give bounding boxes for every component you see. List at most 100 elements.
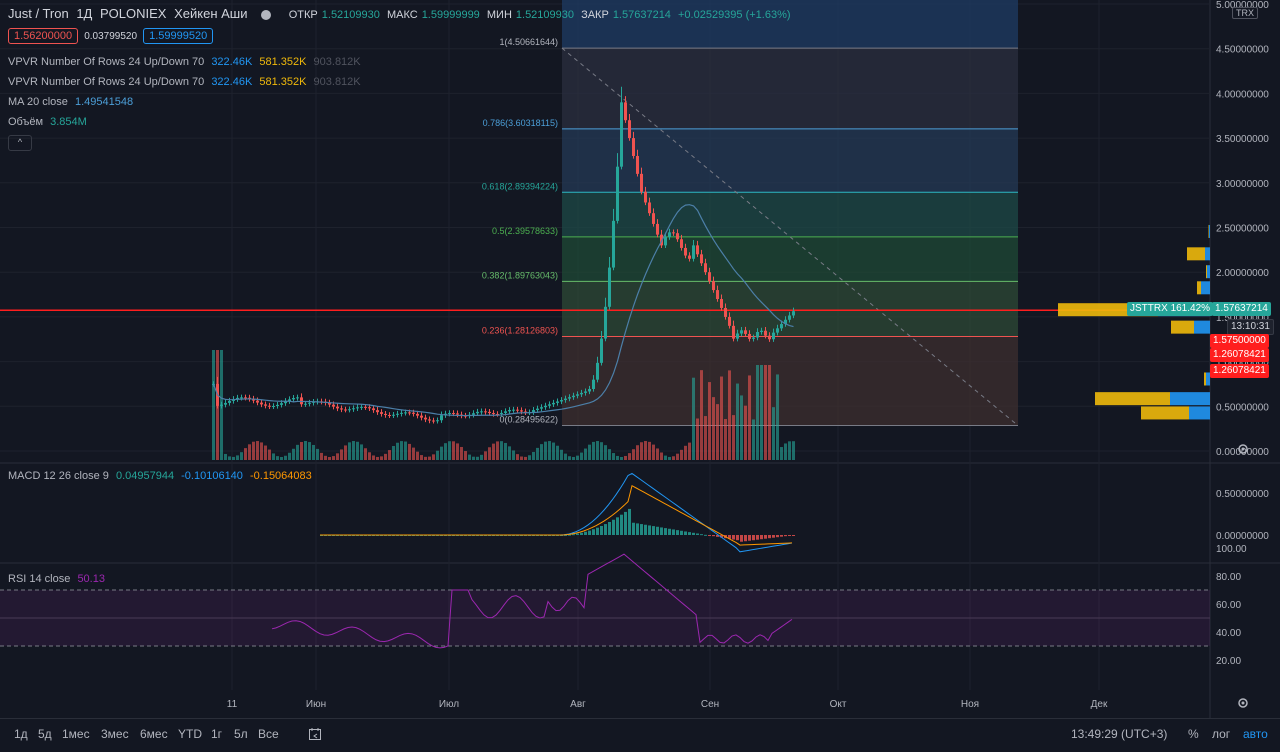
candle-body <box>728 316 731 326</box>
candle-body <box>328 402 331 405</box>
volume-bar <box>572 456 575 460</box>
candle-body <box>772 332 775 340</box>
price-tick: 4.00000000 <box>1216 89 1269 100</box>
volume-bar <box>576 455 579 460</box>
fib-retracement[interactable]: 1(4.50661644) 0.786(3.60318115) 0.618(2.89… <box>0 0 1210 427</box>
candle-body <box>512 409 515 411</box>
macd-histogram-bar <box>748 535 751 541</box>
macd-histogram-bar <box>700 534 703 536</box>
timeframe-button[interactable]: 1мес <box>62 727 90 741</box>
candle-body <box>396 413 399 415</box>
volume-bar <box>288 452 291 460</box>
time-axis[interactable]: 11 Июн Июл Авг Сен Окт Ноя Дек <box>0 697 1210 715</box>
alert-price-label-1[interactable]: 1.26078421 <box>1210 348 1269 362</box>
volume-bar <box>772 407 775 460</box>
volume-bar <box>296 444 299 460</box>
macd-legend[interactable]: MACD 12 26 close 9 0.04957944 -0.1010614… <box>8 470 312 482</box>
settings-gear-icon[interactable] <box>1236 442 1250 456</box>
macd-histogram-bar <box>604 524 607 535</box>
symbol-header[interactable]: Just / Tron 1Д POLONIEX Хейкен Аши ОТКР 1… <box>8 6 799 21</box>
fib-zone <box>562 236 1018 282</box>
visibility-icon[interactable] <box>261 9 272 20</box>
candle-body <box>540 407 543 409</box>
candle-body <box>372 408 375 411</box>
volume-bar <box>532 451 535 460</box>
timeframe-button[interactable]: Все <box>258 727 279 741</box>
volume-bar <box>588 444 591 460</box>
candle-body <box>548 404 551 406</box>
volume-bars <box>212 350 795 460</box>
candle-body <box>752 337 755 339</box>
candle-body <box>584 391 587 393</box>
macd-histogram-bar <box>580 532 583 535</box>
macd-histogram-bar <box>576 533 579 535</box>
volume-bar <box>536 447 539 460</box>
vpvr-legend-2[interactable]: VPVR Number Of Rows 24 Up/Down 70 322.46… <box>8 76 361 88</box>
vpvr-bar-down <box>1197 281 1201 295</box>
candle-body <box>516 409 519 411</box>
time-axis-label: Июл <box>438 699 460 710</box>
timeframe-button[interactable]: 1д <box>14 727 28 741</box>
macd-histogram-bar <box>676 530 679 535</box>
volume-bar <box>248 444 251 460</box>
macd-histogram-bar <box>616 517 619 535</box>
volume-bar <box>236 455 239 460</box>
candle-body <box>520 410 523 412</box>
auto-toggle[interactable]: авто <box>1243 727 1268 741</box>
candle-body <box>436 420 439 422</box>
candle-body <box>228 400 231 403</box>
vpvr-bar-down <box>1204 372 1206 386</box>
interval-label[interactable]: 1Д <box>76 6 93 21</box>
rsi-legend[interactable]: RSI 14 close 50.13 <box>8 573 105 585</box>
timeframe-button[interactable]: 5л <box>234 727 248 741</box>
timeframe-button[interactable]: 5д <box>38 727 52 741</box>
macd-histogram-bar <box>720 535 723 538</box>
horizontal-line-price-label[interactable]: 1.57500000 <box>1210 334 1269 348</box>
vpvr-legend-1[interactable]: VPVR Number Of Rows 24 Up/Down 70 322.46… <box>8 56 361 68</box>
macd-histogram-bar <box>592 529 595 535</box>
timeframe-button[interactable]: 3мес <box>101 727 129 741</box>
vpvr-bar-up <box>1209 224 1210 238</box>
volume-bar <box>672 456 675 460</box>
symbol-name[interactable]: Just / Tron <box>8 6 69 21</box>
clock-timezone[interactable]: 13:49:29 (UTC+3) <box>1071 727 1168 741</box>
candle-body <box>308 402 311 404</box>
spread-value: 0.03799520 <box>84 31 138 42</box>
volume-bar <box>468 454 471 460</box>
settings-gear-icon-bottom[interactable] <box>1236 696 1250 710</box>
timeframe-button[interactable]: YTD <box>178 727 202 741</box>
candle-body <box>380 412 383 414</box>
candle-body <box>416 413 419 416</box>
volume-legend[interactable]: Объём 3.854M <box>8 116 87 128</box>
macd-histogram-bar <box>756 535 759 540</box>
volume-bar <box>668 456 671 460</box>
percent-toggle[interactable]: % <box>1188 727 1199 741</box>
volume-bar <box>764 365 767 460</box>
volume-bar <box>724 419 727 460</box>
sell-button[interactable]: 1.56200000 <box>8 28 79 44</box>
candle-body <box>536 408 539 411</box>
date-range-icon[interactable] <box>308 727 322 741</box>
buy-button[interactable]: 1.59999520 <box>143 28 214 44</box>
alert-price-label-2[interactable]: 1.26078421 <box>1210 364 1269 378</box>
time-axis-label: 11 <box>226 699 238 710</box>
ma-legend[interactable]: MA 20 close 1.49541548 <box>8 96 134 108</box>
volume-bar <box>360 444 363 460</box>
volume-bar <box>728 370 731 460</box>
candle-body <box>492 413 495 415</box>
log-toggle[interactable]: лог <box>1212 727 1231 741</box>
candle-body <box>412 412 415 414</box>
volume-bar <box>760 365 763 460</box>
candle-body <box>744 330 747 334</box>
macd-histogram-bar <box>628 508 631 535</box>
timeframe-button[interactable]: 1г <box>211 727 223 741</box>
candle-body <box>376 410 379 413</box>
vpvr-bar-up <box>1194 320 1210 334</box>
collapse-legend-button[interactable]: ^ <box>8 135 32 151</box>
chart-style-label[interactable]: Хейкен Аши <box>174 6 248 21</box>
currency-badge[interactable]: TRX <box>1232 7 1258 19</box>
candle-body <box>668 232 671 238</box>
timeframe-button[interactable]: 6мес <box>140 727 168 741</box>
candle-body <box>552 402 555 405</box>
